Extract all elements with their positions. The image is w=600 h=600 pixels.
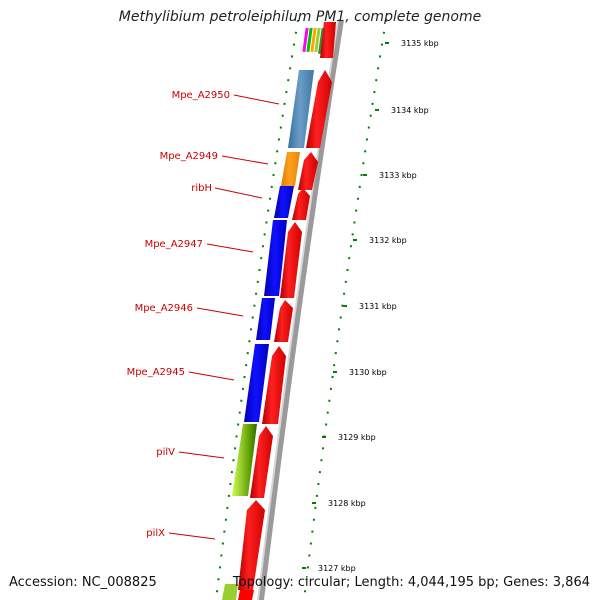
gene-label-leader	[221, 155, 269, 165]
bottom-gene-block	[222, 584, 238, 600]
cds-arrow-1	[306, 70, 332, 148]
scale-tick-label: 3128 kbp	[328, 499, 366, 508]
top-gene-segment-3	[310, 27, 317, 53]
cds-arrow-5	[274, 300, 293, 342]
gene-label: pilV	[156, 447, 175, 458]
scale-tick-label: 3131 kbp	[359, 302, 397, 311]
outer-dotted-track	[303, 19, 387, 600]
cds-arrow-3	[292, 188, 310, 220]
scale-ticks: 3135 kbp 3134 kbp 3133 kbp 3132 kbp 3131 kbp…	[302, 39, 439, 573]
gene-labels: Mpe_A2950 Mpe_A2949 ribH Mpe_A2947 Mpe_A2946…	[127, 90, 280, 540]
accession-text: Accession: NC_008825	[9, 575, 157, 590]
gene-label-leader	[206, 243, 254, 253]
scale-tick-label: 3133 kbp	[379, 171, 417, 180]
cds-arrow-2	[298, 152, 318, 190]
topology-info-text: Topology: circular; Length: 4,044,195 bp…	[232, 575, 590, 590]
gene-block-pilv	[232, 424, 257, 496]
cds-arrow-4	[280, 222, 302, 298]
gene-block-mpe-a2950	[288, 70, 314, 148]
gene-label-leader	[188, 371, 235, 381]
scale-tick-label: 3129 kbp	[338, 433, 376, 442]
gene-block-mpe-a2945	[244, 344, 269, 422]
gene-label-leader	[178, 451, 225, 459]
genome-title: Methylibium petroleiphilum PM1, complete…	[118, 9, 482, 25]
scale-tick-label: 3130 kbp	[349, 368, 387, 377]
genome-backbone	[258, 20, 344, 600]
gene-label: pilX	[146, 528, 165, 539]
gene-label: Mpe_A2947	[145, 239, 203, 250]
gene-label: Mpe_A2946	[135, 303, 193, 314]
gene-block-mpe-a2946	[256, 298, 275, 340]
top-gene-segment-4	[314, 27, 321, 53]
scale-tick-label: 3134 kbp	[391, 106, 429, 115]
top-red-arrow	[320, 22, 336, 58]
scale-tick-label: 3135 kbp	[401, 39, 439, 48]
gene-label-leader	[233, 94, 280, 105]
gene-label-leader	[214, 187, 263, 199]
bottom-cds-arrow	[238, 590, 254, 600]
scale-tick-label: 3132 kbp	[369, 236, 407, 245]
gene-label-leader	[196, 307, 244, 317]
gene-block-mpe-a2947	[264, 220, 287, 296]
gene-label: Mpe_A2949	[160, 151, 218, 162]
gene-label: Mpe_A2945	[127, 367, 185, 378]
top-gene-segment-1	[302, 27, 309, 53]
gene-label-leader	[168, 532, 216, 540]
gene-block-mpe-a2949	[281, 152, 300, 186]
gene-label: ribH	[191, 183, 212, 194]
gene-label: Mpe_A2950	[172, 90, 230, 101]
scale-tick-label: 3127 kbp	[318, 564, 356, 573]
inner-dotted-track	[215, 19, 299, 600]
gene-block-ribh	[274, 186, 294, 218]
cds-arrow-6	[262, 346, 286, 424]
cds-arrow-pilx	[238, 500, 265, 590]
cds-arrow-7	[250, 426, 273, 498]
genome-backbone-highlight	[257, 20, 339, 600]
top-gene-segment-2	[306, 27, 313, 53]
